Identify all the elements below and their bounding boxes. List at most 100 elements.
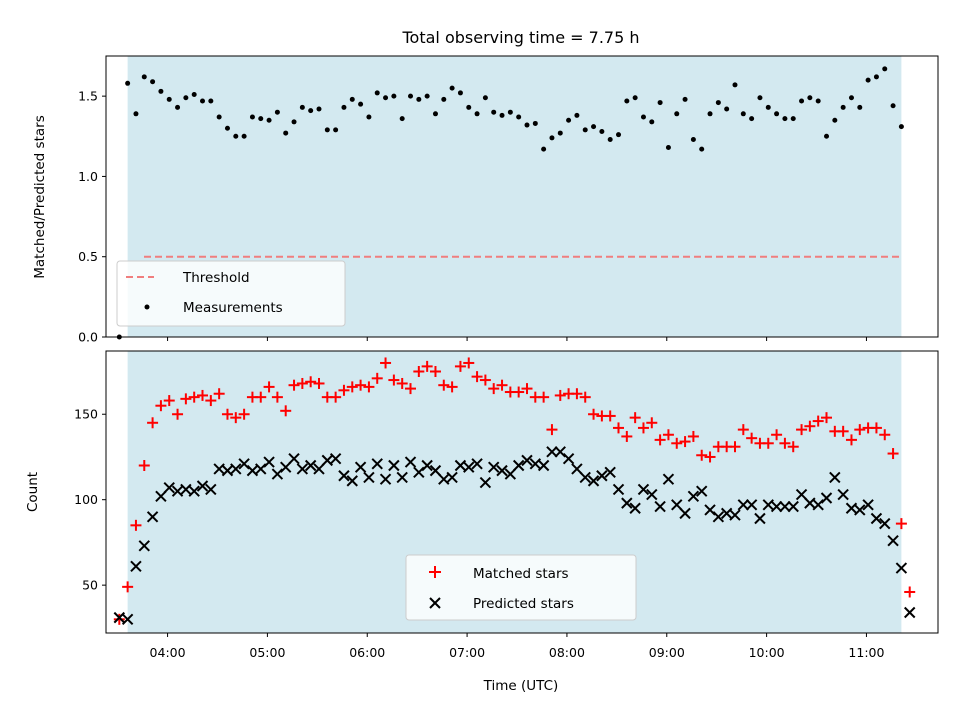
predicted-star-point xyxy=(537,459,550,472)
predicted-star-point xyxy=(837,488,849,501)
matched-star-point xyxy=(812,415,824,427)
bottom-x-tick-label: 10:00 xyxy=(749,645,785,660)
predicted-star-point xyxy=(696,485,708,497)
measurement-point xyxy=(740,111,746,117)
predicted-star-point xyxy=(787,500,799,513)
bottom-x-ticks: 04:00 05:00 06:00 07:00 08:00 09:00 10:00 11:00 xyxy=(150,633,885,660)
matched-star-point xyxy=(796,424,808,436)
predicted-star-point xyxy=(188,485,200,497)
measurement-point xyxy=(848,95,854,101)
predicted-star-point xyxy=(363,471,375,484)
predicted-star-point xyxy=(737,499,750,511)
predicted-star-point xyxy=(779,500,791,513)
measurement-point xyxy=(125,80,131,86)
measurement-point xyxy=(749,116,755,122)
predicted-star-point xyxy=(446,471,458,484)
top-y-axis-label: Matched/Predicted stars xyxy=(32,115,48,278)
measurement-point xyxy=(640,114,646,120)
predicted-star-point xyxy=(820,492,833,504)
measurement-point xyxy=(474,111,480,117)
measurement-point xyxy=(283,130,289,136)
predicted-star-point xyxy=(130,560,142,573)
measurement-point xyxy=(249,114,255,120)
predicted-star-point xyxy=(729,509,741,521)
measurement-point xyxy=(457,90,463,96)
matched-star-point xyxy=(296,377,308,389)
matched-star-point xyxy=(355,379,367,391)
measurement-point xyxy=(657,100,663,106)
predicted-star-point xyxy=(146,511,159,523)
measurement-point xyxy=(607,136,613,142)
measurement-point xyxy=(499,112,505,118)
matched-star-point xyxy=(787,441,799,453)
predicted-star-point xyxy=(196,480,209,492)
predicted-star-point xyxy=(313,463,325,475)
matched-star-point xyxy=(396,377,408,389)
x-axis-label: Time (UTC) xyxy=(483,678,559,694)
predicted-star-point xyxy=(554,446,566,458)
measurement-point xyxy=(216,114,222,120)
predicted-star-point xyxy=(521,454,533,467)
measurement-point xyxy=(175,104,181,110)
measurement-point xyxy=(441,96,447,102)
measurement-point xyxy=(133,111,139,117)
measurement-point xyxy=(898,124,904,130)
legend-predicted-swatch xyxy=(429,597,441,609)
bottom-x-tick-label: 05:00 xyxy=(249,645,285,660)
legend-measurements-swatch xyxy=(144,304,150,310)
measurement-point xyxy=(532,120,538,126)
predicted-star-point xyxy=(438,473,450,485)
matched-star-point xyxy=(305,376,317,388)
matched-star-point xyxy=(488,383,500,395)
matched-star-point xyxy=(604,410,616,422)
measurement-point xyxy=(491,109,497,115)
measurement-point xyxy=(582,127,588,133)
measurement-point xyxy=(399,116,405,122)
matched-star-point xyxy=(371,372,383,384)
matched-star-point xyxy=(147,417,159,429)
matched-star-point xyxy=(746,432,758,444)
measurement-point xyxy=(599,128,605,134)
bottom-y-tick-label: 150 xyxy=(74,407,98,422)
measurement-point xyxy=(432,111,438,117)
predicted-star-point xyxy=(321,454,334,467)
predicted-star-point xyxy=(604,466,616,479)
matched-star-point xyxy=(388,374,400,386)
matched-star-point xyxy=(671,437,683,449)
matched-star-point xyxy=(438,379,450,391)
measurement-point xyxy=(416,96,422,102)
predicted-star-point xyxy=(246,464,259,477)
matched-star-point xyxy=(554,389,566,401)
measurement-point xyxy=(699,146,705,152)
matched-star-point xyxy=(263,381,275,393)
matched-star-point xyxy=(521,383,533,395)
legend-measurements-label: Measurements xyxy=(183,300,283,316)
measurement-point xyxy=(424,93,430,99)
bottom-x-tick-label: 06:00 xyxy=(349,645,385,660)
predicted-star-point xyxy=(429,464,442,477)
matched-star-point xyxy=(687,430,699,442)
legend-matched-swatch xyxy=(429,566,441,578)
predicted-star-point xyxy=(829,471,841,484)
measurement-point xyxy=(224,125,230,131)
measurement-point xyxy=(349,96,355,102)
predicted-star-point xyxy=(471,458,483,470)
measurement-point xyxy=(566,117,572,123)
predicted-star-point xyxy=(296,463,309,475)
predicted-star-point xyxy=(812,499,824,511)
measurement-point xyxy=(449,85,455,91)
matched-star-point xyxy=(405,383,417,395)
matched-star-point xyxy=(413,366,425,378)
measurement-point xyxy=(824,133,830,139)
measurement-point xyxy=(782,116,788,122)
bottom-x-tick-label: 09:00 xyxy=(649,645,685,660)
matched-star-point xyxy=(854,424,866,436)
predicted-star-point xyxy=(404,456,417,468)
predicted-star-point xyxy=(121,613,134,626)
matched-star-point xyxy=(271,391,283,403)
predicted-star-point xyxy=(479,476,492,489)
measurement-point xyxy=(624,98,630,104)
predicted-star-point xyxy=(612,483,625,496)
predicted-star-point xyxy=(546,446,558,458)
predicted-star-point xyxy=(180,483,192,496)
